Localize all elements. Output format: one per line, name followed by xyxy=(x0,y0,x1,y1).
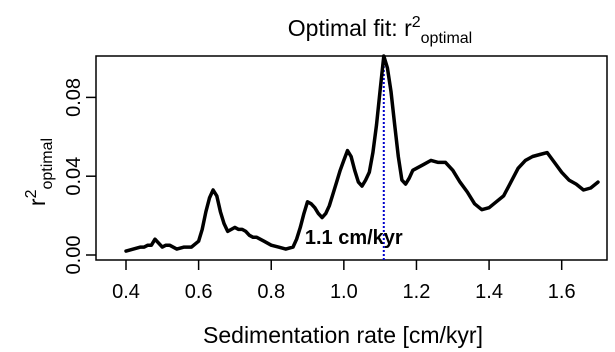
y-axis-label: r2optimal xyxy=(23,138,56,206)
y-tick-label: 0.04 xyxy=(63,157,85,196)
y-axis-label-main: r xyxy=(24,198,50,206)
x-tick-label: 1.4 xyxy=(475,281,503,303)
optimal-rate-annotation: 1.1 cm/kyr xyxy=(305,227,403,249)
x-axis: 0.4 0.6 0.8 1.0 1.2 1.4 1.6 xyxy=(112,260,576,303)
series-line xyxy=(124,54,600,253)
x-tick-label: 1.0 xyxy=(330,281,358,303)
chart-title-sup: 2 xyxy=(412,14,421,31)
y-axis-label-sub: optimal xyxy=(39,138,56,190)
x-tick-label: 0.4 xyxy=(112,281,140,303)
x-tick-label: 0.8 xyxy=(257,281,285,303)
y-axis-label-sup: 2 xyxy=(23,189,40,198)
x-tick-label: 1.6 xyxy=(548,281,576,303)
y-tick-label: 0.00 xyxy=(63,236,85,275)
x-tick-label: 1.2 xyxy=(403,281,431,303)
chart-title: Optimal fit: r2optimal xyxy=(288,14,472,47)
x-tick-label: 0.6 xyxy=(185,281,213,303)
plot-frame xyxy=(95,55,608,261)
chart-title-sub: optimal xyxy=(421,30,473,47)
y-axis: 0.00 0.04 0.08 xyxy=(63,78,96,275)
x-axis-label: Sedimentation rate [cm/kyr] xyxy=(203,322,483,348)
y-tick-label: 0.08 xyxy=(63,78,85,117)
chart-title-main: Optimal fit: r xyxy=(288,15,412,41)
